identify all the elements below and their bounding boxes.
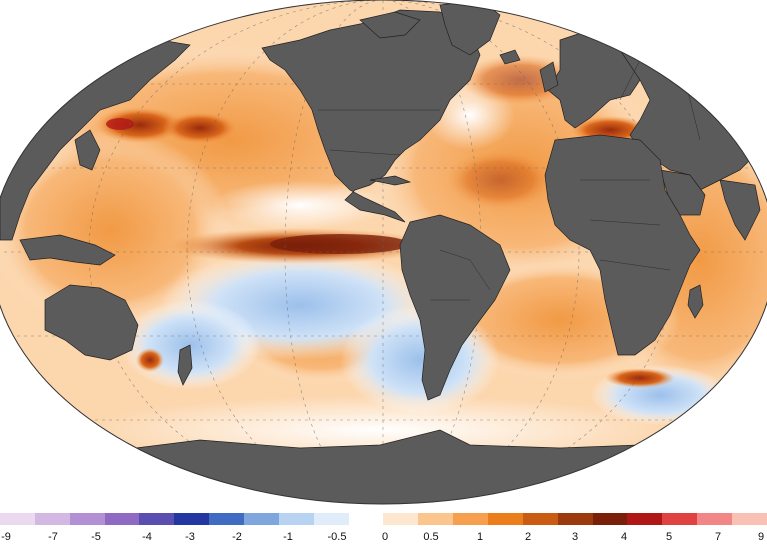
colorbar-tick-label: 9 — [757, 531, 765, 543]
japan — [74, 129, 101, 171]
india — [719, 179, 761, 241]
caribbean — [369, 175, 412, 186]
colorbar-swatch — [313, 513, 349, 525]
maritime-southeast-asia — [19, 234, 116, 266]
colorbar-tick-label: 3 — [571, 531, 579, 543]
colorbar-swatch — [244, 513, 279, 525]
madagascar — [687, 284, 704, 319]
colorbar-swatch — [592, 513, 628, 525]
globe-outline — [0, 0, 767, 505]
colorbar-strip — [0, 513, 767, 525]
colorbar-swatch — [383, 513, 419, 525]
colorbar-tick-label: 2 — [524, 531, 532, 543]
colorbar-tick-label: 0.5 — [423, 531, 439, 543]
colorbar-swatch — [488, 513, 523, 525]
colorbar-swatch — [0, 513, 35, 525]
colorbar-swatch — [139, 513, 175, 525]
colorbar-tick-label: -9 — [1, 531, 11, 543]
colorbar-tick-label: 4 — [620, 531, 628, 543]
iceland — [499, 49, 521, 65]
colorbar-swatch — [418, 513, 454, 525]
british-isles — [539, 61, 559, 93]
sst-anomaly-map — [0, 0, 767, 505]
colorbar-tick-label: -3 — [185, 531, 195, 543]
colorbar-swatch — [69, 513, 105, 525]
colorbar-swatch — [34, 513, 70, 525]
country-borders — [318, 59, 701, 301]
colorbar-ticks: -9 -7 -5 -4 -3 -2 -1 -0.5 0 0.5 1 2 3 4 5 7 9 — [0, 531, 767, 547]
south-america — [399, 214, 511, 401]
colorbar-swatch — [732, 513, 767, 525]
colorbar-swatch — [557, 513, 593, 525]
colorbar: -9 -7 -5 -4 -3 -2 -1 -0.5 0 0.5 1 2 3 4 5 7 9 — [0, 513, 767, 548]
new-zealand — [177, 344, 193, 386]
colorbar-swatch — [522, 513, 558, 525]
colorbar-swatch — [453, 513, 489, 525]
colorbar-swatch — [174, 513, 210, 525]
ocean-layer — [0, 0, 767, 504]
colorbar-tick-label: 0 — [381, 531, 389, 543]
colorbar-swatch — [697, 513, 733, 525]
world-map-svg — [0, 0, 767, 505]
colorbar-tick-label: -0.5 — [327, 531, 347, 543]
colorbar-tick-label: -1 — [283, 531, 293, 543]
colorbar-tick-label: -2 — [232, 531, 242, 543]
colorbar-tick-label: -4 — [142, 531, 152, 543]
colorbar-tick-label: 5 — [665, 531, 673, 543]
africa — [544, 134, 701, 356]
colorbar-tick-label: -7 — [48, 531, 58, 543]
colorbar-tick-label: 1 — [476, 531, 484, 543]
colorbar-tick-label: -5 — [91, 531, 101, 543]
colorbar-swatch — [104, 513, 140, 525]
australia — [44, 284, 139, 361]
colorbar-swatch — [209, 513, 245, 525]
colorbar-swatch — [278, 513, 314, 525]
arctic-islands — [359, 11, 421, 39]
colorbar-tick-label: 7 — [714, 531, 722, 543]
colorbar-swatch — [662, 513, 698, 525]
colorbar-swatch — [627, 513, 663, 525]
colorbar-swatch — [348, 513, 384, 525]
